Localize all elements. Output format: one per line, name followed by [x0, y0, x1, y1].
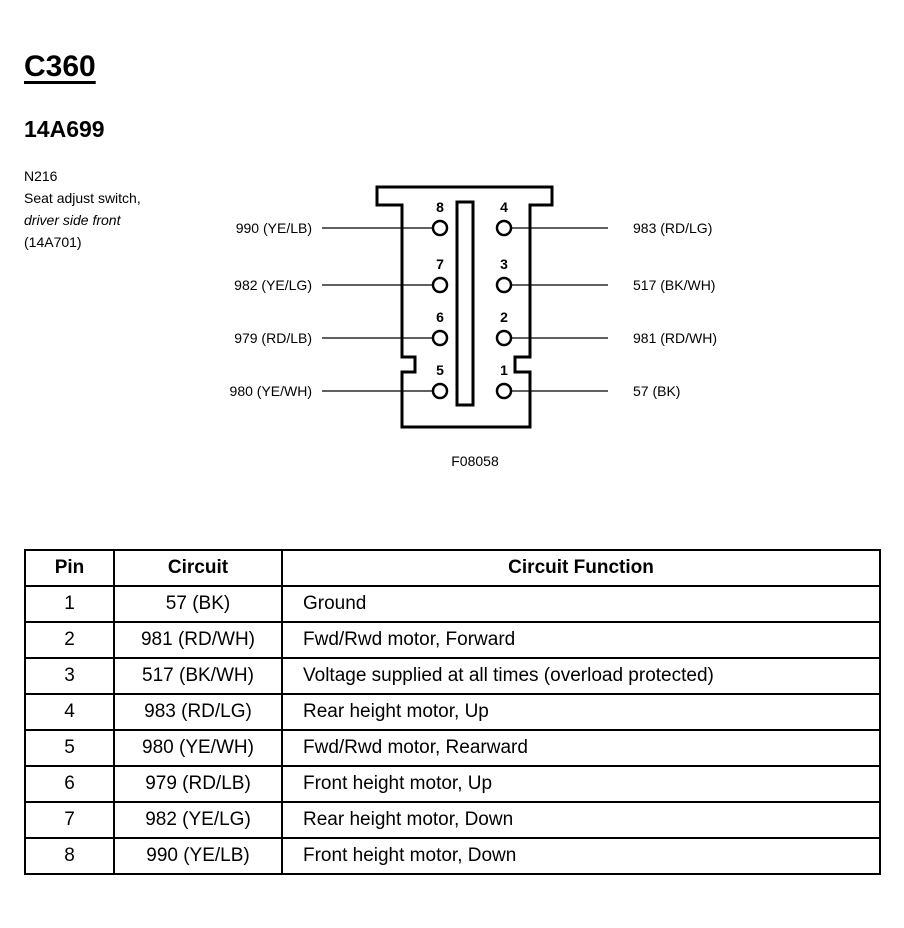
pin-cell: 8 [24, 837, 115, 875]
table-row: 5 980 (YE/WH) Fwd/Rwd motor, Rearward [24, 729, 881, 767]
pin-number: 7 [436, 256, 444, 272]
circuit-label: 57 (BK) [633, 383, 680, 399]
circuit-cell: 983 (RD/LG) [113, 693, 283, 731]
function-cell: Rear height motor, Up [281, 693, 881, 731]
circuit-label: 517 (BK/WH) [633, 277, 715, 293]
circuit-cell: 981 (RD/WH) [113, 621, 283, 659]
pin-terminal [495, 219, 513, 237]
column-header: Circuit Function [281, 549, 881, 587]
pin-cell: 5 [24, 729, 115, 767]
circuit-label: 982 (YE/LG) [234, 277, 312, 293]
circuit-cell: 979 (RD/LB) [113, 765, 283, 803]
pin-terminal [495, 329, 513, 347]
pin-number: 5 [436, 362, 444, 378]
pin-number: 1 [500, 362, 508, 378]
table-row: 2 981 (RD/WH) Fwd/Rwd motor, Forward [24, 621, 881, 659]
pin-table: Pin Circuit Circuit Function 1 57 (BK) Groun… [24, 549, 881, 875]
circuit-label: 979 (RD/LB) [234, 330, 312, 346]
component-number: (14A701) [24, 234, 82, 250]
connector-outline [375, 185, 554, 429]
pin-cell: 3 [24, 657, 115, 695]
location-code: N216 [24, 168, 58, 184]
pin-terminal [431, 329, 449, 347]
circuit-cell: 982 (YE/LG) [113, 801, 283, 839]
table-row: 4 983 (RD/LG) Rear height motor, Up [24, 693, 881, 731]
function-cell: Rear height motor, Down [281, 801, 881, 839]
function-cell: Voltage supplied at all times (overload … [281, 657, 881, 695]
pin-cell: 6 [24, 765, 115, 803]
connector-description: N216 Seat adjust switch, driver side fro… [24, 165, 141, 253]
pin-cell: 7 [24, 801, 115, 839]
function-cell: Front height motor, Up [281, 765, 881, 803]
pin-cell: 2 [24, 621, 115, 659]
pin-number: 8 [436, 199, 444, 215]
circuit-label: 990 (YE/LB) [236, 220, 312, 236]
table-row: 3 517 (BK/WH) Voltage supplied at all time… [24, 657, 881, 695]
pin-terminal [495, 382, 513, 400]
pin-terminal [431, 219, 449, 237]
circuit-label: 980 (YE/WH) [230, 383, 312, 399]
function-cell: Ground [281, 585, 881, 623]
pin-terminal [431, 276, 449, 294]
circuit-cell: 980 (YE/WH) [113, 729, 283, 767]
pin-number: 3 [500, 256, 508, 272]
table-row: 7 982 (YE/LG) Rear height motor, Down [24, 801, 881, 839]
circuit-cell: 517 (BK/WH) [113, 657, 283, 695]
function-cell: Fwd/Rwd motor, Forward [281, 621, 881, 659]
pin-cell: 4 [24, 693, 115, 731]
circuit-cell: 57 (BK) [113, 585, 283, 623]
pin-cell: 1 [24, 585, 115, 623]
connector-diagram: 8 990 (YE/LB) 7 982 (YE/LG) 6 979 (RD/LB) 5 980… [230, 185, 717, 469]
function-cell: Fwd/Rwd motor, Rearward [281, 729, 881, 767]
function-cell: Front height motor, Down [281, 837, 881, 875]
description-line: Seat adjust switch, [24, 190, 141, 206]
figure-id: F08058 [451, 453, 499, 469]
pin-number: 4 [500, 199, 508, 215]
pin-terminal [495, 276, 513, 294]
table-row: 1 57 (BK) Ground [24, 585, 881, 623]
circuit-label: 981 (RD/WH) [633, 330, 717, 346]
column-header: Pin [24, 549, 115, 587]
pin-terminal [431, 382, 449, 400]
table-row: 6 979 (RD/LB) Front height motor, Up [24, 765, 881, 803]
pin-number: 2 [500, 309, 508, 325]
pin-number: 6 [436, 309, 444, 325]
description-line: driver side front [24, 212, 121, 228]
connector-title: C360 [24, 50, 96, 83]
circuit-label: 983 (RD/LG) [633, 220, 712, 236]
circuit-cell: 990 (YE/LB) [113, 837, 283, 875]
column-header: Circuit [113, 549, 283, 587]
center-key [455, 200, 475, 407]
table-row: 8 990 (YE/LB) Front height motor, Down [24, 837, 881, 875]
part-number: 14A699 [24, 116, 105, 142]
